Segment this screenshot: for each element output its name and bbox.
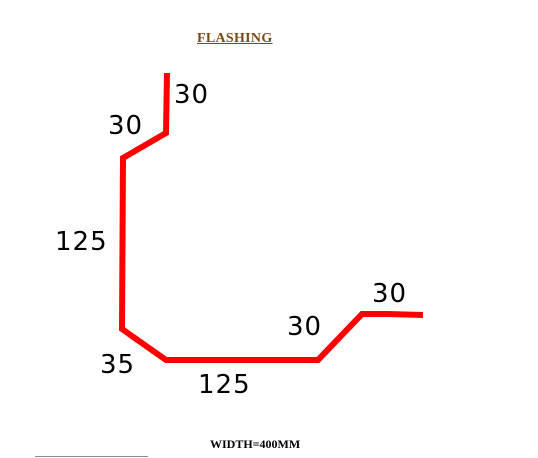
- width-note: WIDTH=400MM: [210, 437, 301, 451]
- dimension-base: 125: [198, 370, 251, 400]
- dimension-rise: 30: [287, 312, 322, 342]
- dimension-lower-bend: 35: [100, 350, 135, 380]
- drawing-title: FLASHING: [197, 31, 273, 46]
- dimension-top-lip: 30: [174, 80, 209, 110]
- dimension-vertical: 125: [55, 227, 108, 257]
- footer-rule: [35, 456, 148, 457]
- flashing-profile-line: [118, 72, 424, 363]
- dimension-end-lip: 30: [372, 279, 407, 309]
- dimension-upper-bend: 30: [108, 111, 143, 141]
